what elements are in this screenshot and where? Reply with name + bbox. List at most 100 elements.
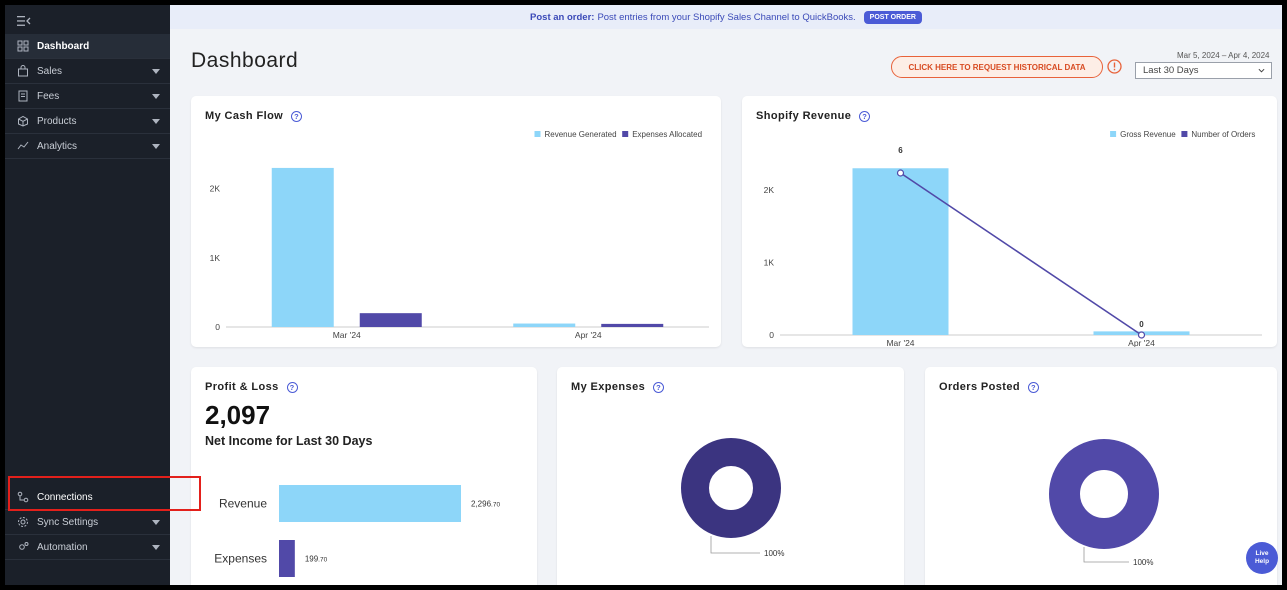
period-select[interactable]: Last 30 Days — [1135, 62, 1272, 79]
x-tick-label: Apr '24 — [575, 330, 602, 340]
card-title: My Expenses — [571, 381, 646, 393]
sidebar: Dashboard Sales Fees Products Analytics Conn… — [5, 5, 170, 585]
card-title: Orders Posted — [939, 381, 1021, 393]
sidebar-item-fees[interactable]: Fees — [5, 84, 170, 109]
y-tick-label: 1K — [210, 253, 221, 263]
series-line — [900, 172, 1142, 336]
cash-flow-chart: 0 1K 2K Mar '24 Apr '24 Expenses Allocated Rev… — [210, 130, 709, 340]
box-icon — [18, 115, 28, 127]
slice-leader-line — [710, 536, 760, 554]
legend-swatch — [534, 131, 541, 137]
help-icon[interactable]: ? — [291, 110, 303, 122]
legend-label: Revenue Generated — [545, 130, 617, 139]
y-tick-label: 2K — [764, 185, 775, 195]
line-point — [896, 169, 905, 177]
shopify-revenue-chart: 0 1K 2K Mar '24 Apr '24 6 0 Number of Orders Gro… — [764, 130, 1262, 347]
live-help-line1: Live — [1255, 550, 1269, 557]
bag-icon — [18, 65, 28, 77]
card-title: Shopify Revenue — [756, 110, 852, 122]
category-label: Expenses — [214, 552, 267, 566]
caret-down-icon — [152, 519, 160, 525]
help-icon[interactable]: ? — [653, 381, 665, 393]
sidebar-item-label: Fees — [37, 90, 60, 102]
sidebar-item-analytics[interactable]: Analytics — [5, 134, 170, 159]
card-title: Profit & Loss — [205, 381, 279, 393]
caret-down-icon — [152, 68, 160, 74]
help-icon[interactable]: ? — [1028, 381, 1040, 393]
bar — [279, 485, 461, 522]
automation-icon — [19, 542, 29, 550]
trend-icon — [17, 141, 29, 150]
sidebar-item-label: Products — [37, 115, 77, 127]
help-icon[interactable]: ? — [286, 381, 298, 393]
sidebar-item-dashboard[interactable]: Dashboard — [5, 34, 170, 59]
banner-prefix: Post an order: — [530, 11, 595, 23]
highlight-box — [8, 476, 201, 511]
sidebar-item-label: Dashboard — [37, 40, 90, 52]
profit-loss-chart: Revenue 2,296.70 Expenses 199.70 — [214, 485, 500, 577]
legend-swatch — [1110, 131, 1117, 137]
bar — [601, 323, 664, 327]
sidebar-item-sync-settings[interactable]: Sync Settings — [5, 510, 170, 535]
sidebar-item-automation[interactable]: Automation — [5, 535, 170, 560]
caret-down-icon — [152, 544, 160, 550]
expenses-donut-chart: 100% — [681, 438, 784, 558]
legend-swatch — [622, 131, 629, 137]
data-label: 6 — [898, 146, 903, 155]
request-historical-data-button[interactable]: CLICK HERE TO REQUEST HISTORICAL DATA — [891, 56, 1103, 78]
x-tick-label: Apr '24 — [1128, 338, 1155, 347]
bar — [271, 167, 334, 327]
profit-loss-card: Profit & Loss? 2,097 Net Income for Last… — [191, 367, 537, 585]
sidebar-item-label: Automation — [37, 541, 88, 553]
sidebar-item-sales[interactable]: Sales — [5, 59, 170, 84]
sidebar-item-label: Sales — [37, 65, 63, 77]
value-label: 2,296.70 — [471, 500, 500, 509]
slice-label: 100% — [1133, 558, 1153, 567]
help-icon[interactable]: ? — [859, 110, 871, 122]
live-help-button[interactable]: Live Help — [1246, 542, 1278, 574]
slice-label: 100% — [764, 549, 784, 558]
bar — [279, 540, 295, 577]
live-help-line2: Help — [1254, 558, 1270, 565]
grid-icon — [17, 40, 29, 52]
net-income-label: Net Income for Last 30 Days — [205, 434, 373, 448]
menu-collapse-icon[interactable] — [17, 15, 31, 27]
bar — [513, 323, 576, 327]
legend-label: Number of Orders — [1191, 130, 1255, 139]
chevron-down-icon — [1258, 68, 1265, 73]
info-icon[interactable] — [1107, 59, 1122, 74]
x-tick-label: Mar '24 — [886, 338, 914, 347]
app-frame: Dashboard Sales Fees Products Analytics Conn… — [5, 5, 1282, 585]
y-tick-label: 0 — [215, 322, 220, 332]
line-point — [1137, 331, 1146, 339]
post-order-banner: Post an order: Post entries from your Sh… — [170, 5, 1282, 29]
sidebar-item-label: Sync Settings — [37, 516, 99, 528]
expenses-card: My Expenses? 100% — [557, 367, 904, 585]
shopify-revenue-card: Shopify Revenue? 0 1K 2K Mar '24 Apr '24 6 0 Nu… — [742, 96, 1277, 347]
banner-text: Post entries from your Shopify Sales Cha… — [597, 11, 856, 23]
period-select-value: Last 30 Days — [1143, 65, 1199, 76]
value-label: 199.70 — [305, 555, 328, 564]
data-label: 0 — [1139, 320, 1144, 329]
bar — [359, 313, 422, 327]
donut-slice — [681, 438, 781, 538]
y-tick-label: 0 — [769, 330, 774, 340]
y-tick-label: 2K — [210, 184, 221, 194]
caret-down-icon — [152, 118, 160, 124]
orders-donut-chart: 100% — [1049, 439, 1159, 567]
slice-leader-line — [1083, 547, 1129, 563]
sidebar-item-products[interactable]: Products — [5, 109, 170, 134]
receipt-icon — [18, 90, 28, 102]
x-tick-label: Mar '24 — [333, 330, 361, 340]
cash-flow-card: My Cash Flow? 0 1K 2K Mar '24 Apr '24 Expense… — [191, 96, 721, 347]
post-order-button[interactable]: POST ORDER — [863, 10, 922, 24]
bar — [852, 168, 949, 335]
category-label: Revenue — [219, 497, 267, 511]
gear-icon — [18, 517, 28, 527]
donut-slice — [1049, 439, 1159, 549]
page-title: Dashboard — [191, 49, 299, 72]
caret-down-icon — [152, 143, 160, 149]
sidebar-item-label: Analytics — [37, 140, 78, 152]
caret-down-icon — [152, 93, 160, 99]
orders-posted-card: Orders Posted? 100% — [925, 367, 1277, 585]
